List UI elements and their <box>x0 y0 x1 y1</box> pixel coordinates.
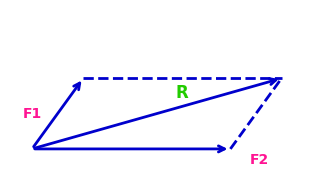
Text: with solved examples: with solved examples <box>37 154 180 167</box>
Text: F2: F2 <box>250 153 269 167</box>
Text: R: R <box>175 84 188 102</box>
Text: Parallelogram Law of Vectors: Parallelogram Law of Vectors <box>28 12 292 27</box>
Text: F1: F1 <box>22 107 42 121</box>
